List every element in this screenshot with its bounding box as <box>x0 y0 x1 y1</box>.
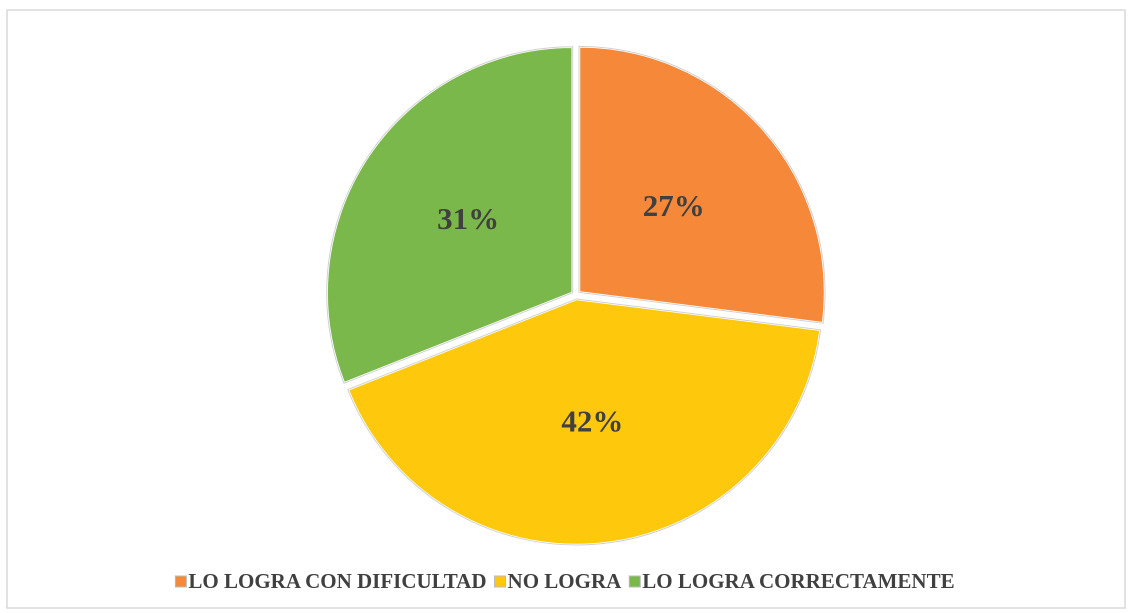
legend-swatch <box>494 575 507 588</box>
slice-bevel <box>347 298 822 546</box>
legend-label: LO LOGRA CORRECTAMENTE <box>642 569 954 593</box>
pie: 27% 42% 31% <box>325 45 827 547</box>
pie-slice <box>346 297 822 547</box>
legend-label: NO LOGRA <box>508 569 623 593</box>
data-label: 42% <box>561 403 623 438</box>
pie-slice <box>577 45 827 325</box>
legend-label: LO LOGRA CON DIFICULTAD <box>188 569 486 593</box>
legend: LO LOGRA CON DIFICULTAD NO LOGRA LO LOGRA … <box>174 569 955 593</box>
legend-swatch <box>628 575 641 588</box>
legend-swatch <box>174 575 187 588</box>
slice-bevel <box>326 46 574 384</box>
data-label: 31% <box>437 201 499 236</box>
slice-bevel <box>578 45 826 324</box>
data-label: 27% <box>643 188 705 223</box>
pie-slice <box>325 45 574 385</box>
